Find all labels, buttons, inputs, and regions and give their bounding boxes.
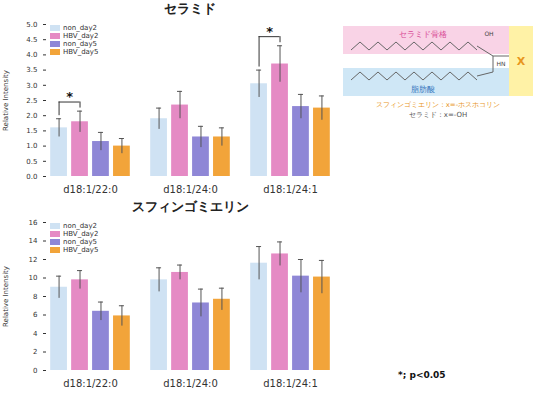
svg-text:14: 14 — [29, 237, 38, 245]
html-text:HBV_day5: HBV_day5 — [63, 246, 99, 254]
svg-text:1.0: 1.0 — [26, 142, 37, 150]
html-text:non_day2: non_day2 — [63, 222, 97, 230]
svg-text:0.0: 0.0 — [26, 173, 37, 181]
svg-text:d18:1/22:0: d18:1/22:0 — [63, 378, 118, 389]
svg-text:脂肪酸: 脂肪酸 — [411, 85, 435, 94]
svg-text:d18:1/24:1: d18:1/24:1 — [263, 184, 318, 195]
svg-text:0: 0 — [33, 367, 37, 375]
html-text:HBV_day2: HBV_day2 — [63, 230, 99, 238]
svg-text:4: 4 — [33, 330, 38, 338]
svg-text:d18:1/24:0: d18:1/24:0 — [163, 378, 218, 389]
svg-text:*: * — [266, 24, 273, 39]
svg-text:12: 12 — [29, 256, 38, 264]
svg-text:4.5: 4.5 — [26, 36, 37, 44]
svg-text:2: 2 — [33, 348, 37, 356]
svg-text:d18:1/24:0: d18:1/24:0 — [163, 184, 218, 195]
svg-text:OH: OH — [484, 30, 493, 37]
svg-text:d18:1/24:1: d18:1/24:1 — [263, 378, 318, 389]
svg-text:5.0: 5.0 — [26, 21, 37, 29]
html-text:*; p<0.05: *; p<0.05 — [398, 370, 446, 380]
html-text:HBV_day2: HBV_day2 — [63, 32, 99, 40]
svg-text:0.5: 0.5 — [26, 158, 37, 166]
svg-text:d18:1/22:0: d18:1/22:0 — [63, 184, 118, 195]
svg-text:Relative Intensity: Relative Intensity — [2, 266, 10, 327]
svg-text:3.0: 3.0 — [26, 82, 37, 90]
svg-text:*: * — [66, 89, 73, 104]
html-text:スフィンゴミエリン：x=-ホスホコリン: スフィンゴミエリン：x=-ホスホコリン — [375, 101, 501, 109]
html-text:non_day5: non_day5 — [63, 40, 97, 48]
svg-text:2.5: 2.5 — [26, 97, 37, 105]
svg-text:4.0: 4.0 — [26, 51, 37, 59]
svg-text:セラミド骨格: セラミド骨格 — [399, 30, 447, 39]
svg-text:8: 8 — [33, 293, 37, 301]
html-text:セラミド：x=-OH: セラミド：x=-OH — [408, 111, 468, 119]
svg-text:X: X — [517, 55, 526, 68]
html-text:non_day5: non_day5 — [63, 238, 97, 246]
html-text:スフィンゴミエリン: スフィンゴミエリン — [131, 199, 249, 214]
svg-text:3.5: 3.5 — [26, 66, 37, 74]
svg-text:Relative Intensity: Relative Intensity — [2, 70, 10, 131]
html-text:HBV_day5: HBV_day5 — [63, 48, 99, 56]
svg-text:1.5: 1.5 — [26, 127, 37, 135]
svg-text:HN: HN — [497, 60, 506, 67]
svg-text:10: 10 — [29, 274, 38, 282]
svg-text:2.0: 2.0 — [26, 112, 37, 120]
html-text:セラミド: セラミド — [164, 1, 216, 16]
svg-text:6: 6 — [33, 311, 38, 319]
html-text:non_day2: non_day2 — [63, 24, 97, 32]
svg-text:16: 16 — [29, 219, 38, 227]
